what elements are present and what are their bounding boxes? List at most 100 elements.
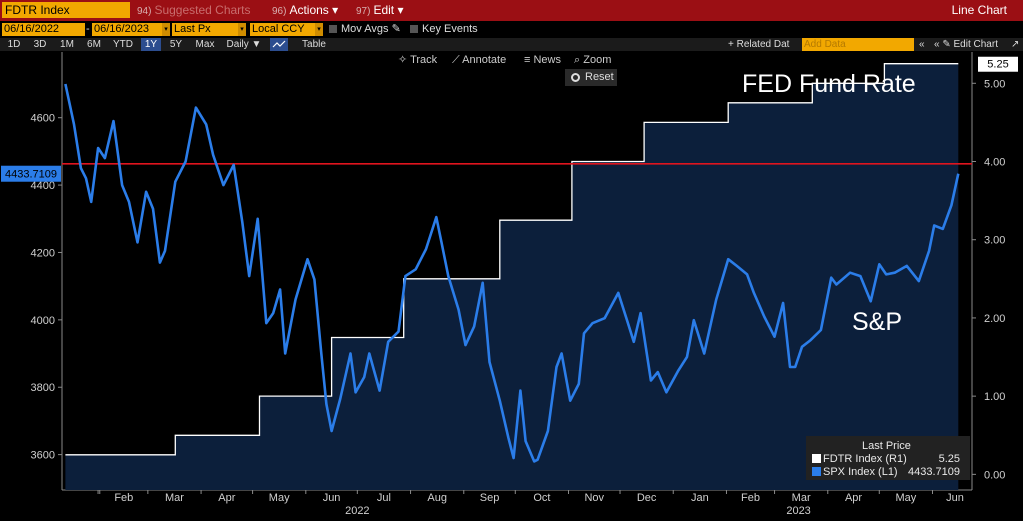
spx-last-value-text: 4433.7109: [5, 169, 57, 181]
news-icon: ≡: [524, 54, 531, 66]
sp-annotation: S&P: [852, 308, 902, 336]
edit-menu[interactable]: 97) Edit ▾: [356, 2, 404, 18]
news-button[interactable]: ≡ News: [524, 53, 561, 67]
frequency-text: Daily: [226, 39, 249, 50]
field-text: Last Px: [174, 23, 211, 35]
settings-bar: 06/16/2022 - 06/16/2023 ▾ Last Px ▾ Local …: [0, 22, 1023, 37]
month-tick-label: Mar: [165, 492, 184, 504]
range-1d[interactable]: 1D: [7, 39, 21, 50]
key-events-label: Key Events: [422, 23, 478, 35]
month-tick-label: Jan: [691, 492, 709, 504]
right-tick-label: 2.00: [984, 313, 1005, 325]
actions-label: Actions: [289, 3, 329, 17]
fdtr-area-fill: [65, 63, 959, 490]
frequency-selector[interactable]: Daily ▼: [222, 38, 266, 51]
line-chart-icon[interactable]: [270, 38, 288, 51]
key-events-checkbox[interactable]: Key Events: [410, 23, 478, 36]
range-1y[interactable]: 1Y: [141, 38, 161, 51]
edit-chart-button[interactable]: « ✎ Edit Chart: [934, 38, 998, 51]
currency-text: Local CCY: [252, 23, 305, 35]
zoom-button[interactable]: ⌕ Zoom: [574, 53, 611, 67]
start-date-field[interactable]: 06/16/2022: [2, 23, 85, 36]
end-date-field[interactable]: 06/16/2023 ▾: [92, 23, 170, 36]
related-data-button[interactable]: + Related Dat: [728, 39, 790, 50]
reset-icon: [571, 72, 580, 82]
field-selector[interactable]: Last Px ▾: [172, 23, 246, 36]
left-tick-label: 4400: [31, 180, 55, 192]
mov-avgs-checkbox[interactable]: Mov Avgs ✎: [329, 23, 401, 36]
line-chart-glyph: [272, 40, 286, 48]
legend-swatch-spx: [812, 467, 821, 476]
month-tick-label: Apr: [845, 492, 862, 504]
actions-num: 96): [272, 6, 287, 17]
range-5y[interactable]: 5Y: [169, 39, 183, 50]
reset-label: Reset: [585, 71, 614, 83]
currency-dropdown-icon[interactable]: ▾: [315, 23, 323, 36]
left-tick-label: 4600: [31, 113, 55, 125]
edit-chevron-icon: ▾: [397, 3, 404, 17]
legend-swatch-fdtr: [812, 454, 821, 463]
legend-label-fdtr: FDTR Index (R1): [823, 453, 907, 465]
annotate-button[interactable]: ⟋ Annotate: [452, 53, 506, 67]
year-tick-label: 2022: [345, 505, 369, 517]
spx-last-value-tag: [1, 165, 61, 182]
left-tick-label: 3600: [31, 450, 55, 462]
table-button[interactable]: Table: [302, 39, 326, 50]
fdtr-last-value-text: 5.25: [987, 59, 1008, 71]
ticker-input[interactable]: FDTR Index: [2, 2, 130, 18]
track-button[interactable]: ✧ Track: [398, 53, 437, 67]
month-tick-label: Aug: [427, 492, 447, 504]
month-tick-label: Mar: [792, 492, 811, 504]
range-ytd[interactable]: YTD: [113, 39, 133, 50]
month-tick-label: May: [269, 492, 290, 504]
month-tick-label: Feb: [741, 492, 760, 504]
pencil-icon[interactable]: ✎: [391, 23, 401, 35]
right-tick-label: 3.00: [984, 235, 1005, 247]
right-tick-label: 0.00: [984, 469, 1005, 481]
month-tick-label: Feb: [114, 492, 133, 504]
month-tick-label: Jun: [946, 492, 964, 504]
field-dropdown-icon[interactable]: ▾: [238, 23, 246, 36]
legend: Last Price FDTR Index (R1) 5.25 SPX Index…: [806, 436, 970, 480]
add-data-input[interactable]: Add Data: [802, 38, 914, 51]
calendar-dropdown-icon[interactable]: ▾: [162, 23, 170, 36]
fed-fund-rate-annotation: FED Fund Rate: [742, 70, 916, 98]
edit-label: Edit: [373, 3, 395, 17]
month-tick-label: Apr: [218, 492, 235, 504]
legend-row-fdtr[interactable]: FDTR Index (R1) 5.25: [812, 453, 964, 465]
range-1m[interactable]: 1M: [60, 39, 74, 50]
collapse-icon[interactable]: «: [919, 39, 925, 50]
fdtr-step-line: [65, 63, 959, 456]
edit-chart-label: Edit Chart: [953, 39, 998, 50]
month-tick-label: Nov: [584, 492, 604, 504]
actions-menu[interactable]: 96) Actions ▾: [272, 2, 338, 18]
frequency-chevron-icon: ▼: [251, 39, 262, 50]
suggested-charts-label: Suggested Charts: [154, 3, 251, 17]
month-tick-label: Jun: [323, 492, 341, 504]
month-tick-label: Sep: [480, 492, 500, 504]
range-max[interactable]: Max: [195, 39, 215, 50]
edit-chart-pencil-icon: ✎: [942, 39, 951, 50]
date-separator: -: [86, 23, 90, 35]
range-3d[interactable]: 3D: [33, 39, 47, 50]
month-tick-label: Dec: [637, 492, 657, 504]
zoom-icon: ⌕: [574, 54, 581, 66]
expand-icon[interactable]: ↗: [1011, 39, 1020, 50]
edit-num: 97): [356, 6, 371, 17]
left-tick-label: 4200: [31, 247, 55, 259]
reset-button[interactable]: Reset: [565, 69, 617, 86]
currency-selector[interactable]: Local CCY ▾: [250, 23, 323, 36]
month-tick-label: Oct: [533, 492, 550, 504]
collapse-left-icon: «: [934, 39, 940, 50]
month-tick-label: May: [896, 492, 917, 504]
year-tick-label: 2023: [786, 505, 810, 517]
range-6m[interactable]: 6M: [87, 39, 101, 50]
legend-row-spx[interactable]: SPX Index (L1) 4433.7109: [812, 466, 964, 478]
command-bar: FDTR Index 94) Suggested Charts 96) Action…: [0, 0, 1023, 21]
suggested-charts-menu[interactable]: 94) Suggested Charts: [137, 2, 251, 18]
legend-value-spx: 4433.7109: [908, 466, 960, 478]
month-tick-label: Jul: [377, 492, 391, 504]
zoom-label: Zoom: [583, 54, 612, 66]
suggested-charts-num: 94): [137, 6, 152, 17]
